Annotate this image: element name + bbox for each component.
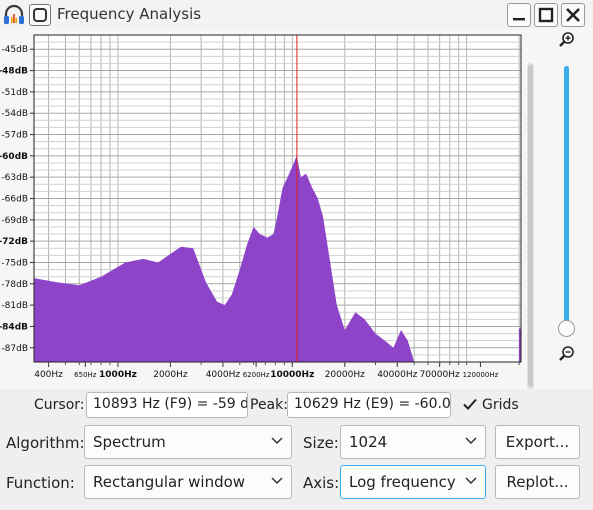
chevron-down-icon: [465, 477, 477, 485]
spectrum-chart[interactable]: -45dB -48dB -51dB -54dB -57dB -60dB -63dB -66dB…: [0, 29, 556, 379]
size-label: Size:: [303, 434, 339, 452]
minimize-button[interactable]: [507, 3, 531, 27]
x-tick-label: 20000Hz: [325, 370, 365, 379]
close-icon: [566, 8, 580, 22]
zoom-slider-track[interactable]: [564, 66, 569, 328]
algorithm-value: Spectrum: [93, 433, 166, 451]
y-tick-label: -66dB: [1, 195, 28, 205]
x-tick-label: 4000Hz: [206, 370, 241, 379]
size-select[interactable]: 1024: [340, 425, 486, 459]
axis-value: Log frequency: [349, 473, 456, 491]
minimize-icon: [513, 18, 525, 21]
zoom-in-icon[interactable]: [558, 31, 576, 49]
function-select[interactable]: Rectangular window: [84, 465, 292, 499]
y-tick-label: -69dB: [1, 216, 28, 226]
export-button[interactable]: Export...: [495, 425, 580, 459]
y-tick-label: -51dB: [1, 88, 28, 98]
axis-select[interactable]: Log frequency: [340, 465, 486, 499]
axis-label: Axis:: [303, 474, 340, 492]
x-tick-label: 2000Hz: [153, 370, 188, 379]
y-tick-label: -45dB: [1, 45, 28, 55]
x-tick-label: 400Hz: [34, 370, 63, 379]
chevron-down-icon: [465, 437, 477, 445]
maximize-button[interactable]: [534, 3, 558, 27]
y-tick-label: -72dB: [0, 237, 28, 247]
spectrum-panel: -45dB -48dB -51dB -54dB -57dB -60dB -63dB -66dB…: [0, 29, 593, 389]
chevron-down-icon: [271, 477, 283, 485]
x-tick-label: 10000Hz: [270, 370, 314, 379]
y-tick-label: -57dB: [1, 131, 28, 141]
y-tick-label: -78dB: [1, 280, 28, 290]
close-button[interactable]: [561, 3, 585, 27]
title-bar: Frequency Analysis: [0, 0, 593, 30]
replot-button[interactable]: Replot...: [495, 465, 580, 499]
peak-readout[interactable]: 10629 Hz (E9) = -60.0: [287, 392, 451, 418]
maximize-icon: [538, 7, 554, 23]
x-tick-label: 70000Hz: [420, 370, 460, 379]
spectrum-edge-bar: [519, 328, 521, 362]
spectrum-area: [34, 155, 415, 362]
x-tick-label: 1000Hz: [99, 370, 137, 379]
algorithm-label: Algorithm:: [6, 434, 85, 452]
window-menu-icon[interactable]: [29, 4, 51, 26]
y-tick-label: -48dB: [0, 67, 28, 77]
y-tick-label: -60dB: [0, 152, 28, 162]
y-tick-label: -54dB: [1, 109, 28, 119]
function-value: Rectangular window: [93, 473, 246, 491]
chevron-down-icon: [271, 437, 283, 445]
cursor-readout[interactable]: 10893 Hz (F9) = -59 d: [86, 392, 248, 418]
x-tick-label: 120000Hz: [463, 371, 499, 379]
x-tick-label: 40000Hz: [377, 370, 417, 379]
zoom-out-icon[interactable]: [558, 345, 576, 363]
algorithm-select[interactable]: Spectrum: [84, 425, 292, 459]
grids-label[interactable]: Grids: [482, 397, 519, 413]
size-value: 1024: [349, 433, 388, 451]
x-tick-label: 6200Hz: [243, 371, 270, 379]
grids-checkbox[interactable]: [462, 396, 478, 412]
y-tick-label: -87dB: [1, 344, 28, 354]
zoom-slider-handle[interactable]: [558, 320, 575, 337]
y-tick-label: -81dB: [1, 301, 28, 311]
y-tick-label: -63dB: [1, 173, 28, 183]
cursor-label: Cursor:: [34, 397, 85, 413]
function-label: Function:: [6, 474, 75, 492]
window-title: Frequency Analysis: [57, 5, 202, 23]
x-tick-label: 650Hz: [74, 371, 97, 379]
y-tick-label: -75dB: [1, 258, 28, 268]
peak-label: Peak:: [250, 397, 288, 413]
headphones-icon: [4, 4, 24, 24]
y-tick-label: -84dB: [0, 322, 28, 332]
graph-scroll-thumb[interactable]: [528, 65, 533, 387]
